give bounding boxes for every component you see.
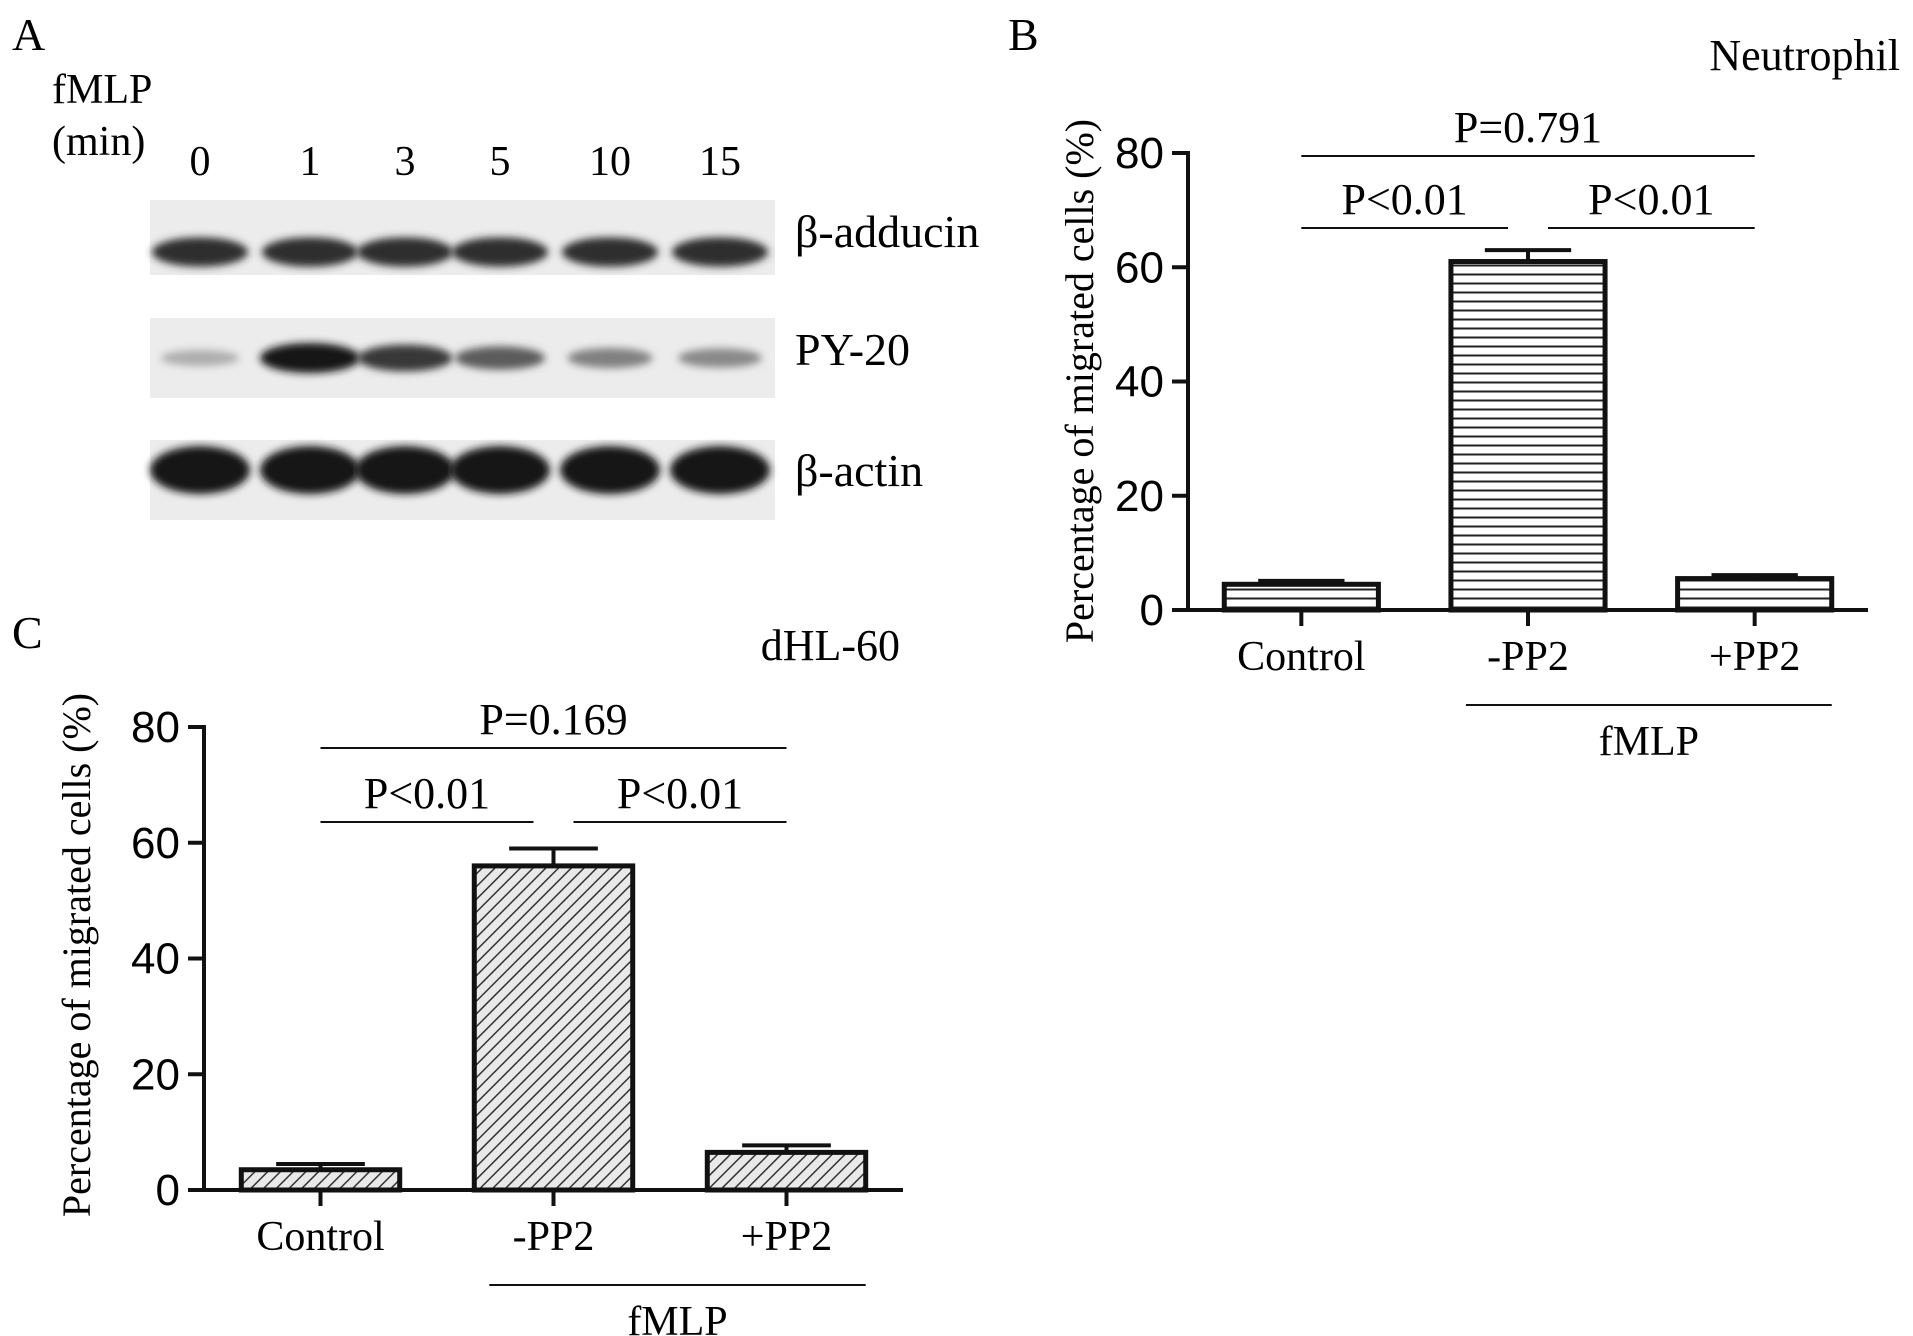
panel-b-neutrophil-chart: B Neutrophil Percentage of migrated cell… — [1008, 9, 1900, 765]
y-tick-label: 0 — [156, 1166, 180, 1215]
significance-label: P<0.01 — [1588, 175, 1714, 224]
bar — [238, 1167, 403, 1193]
time-unit-label: (min) — [52, 119, 145, 165]
chart-c-ylabel: Percentage of migrated cells (%) — [54, 693, 99, 1217]
category-label: +PP2 — [1709, 634, 1800, 680]
stimulus-label: fMLP — [52, 67, 152, 113]
blot-band — [261, 237, 359, 267]
blot-band — [451, 237, 549, 267]
significance-label: P=0.169 — [479, 695, 627, 744]
blot-band — [561, 237, 659, 267]
category-label: Control — [1237, 634, 1365, 680]
blot-band — [560, 446, 660, 494]
blot-strips: β-adducin PY-20 β-actin — [150, 200, 979, 520]
category-label: +PP2 — [741, 1214, 832, 1260]
blot-band — [357, 344, 453, 372]
panel-a-western-blot: A fMLP (min) 0 1 3 5 10 15 β-adducin PY-20 β-ac… — [12, 9, 979, 520]
blot-label: PY-20 — [795, 324, 910, 375]
bar — [1221, 581, 1381, 613]
blot-band — [151, 237, 249, 267]
blot-band — [160, 350, 240, 366]
y-tick-label: 60 — [1115, 243, 1164, 292]
significance-label: P<0.01 — [1342, 175, 1468, 224]
y-tick-label: 0 — [1140, 586, 1164, 635]
blot-band — [150, 446, 250, 494]
chart-c-plot: 0 20 40 60 80 Control -PP2 +PP2 fMLP P<0.01 P<0.01… — [131, 695, 903, 1336]
category-label: Control — [256, 1214, 384, 1260]
blot-band — [260, 343, 360, 373]
y-tick-label: 40 — [1115, 358, 1164, 407]
blot-band — [356, 237, 454, 267]
chart-c-title: dHL-60 — [761, 621, 900, 670]
lane-label: 5 — [490, 139, 511, 185]
blot-band — [355, 446, 455, 494]
chart-b-title: Neutrophil — [1709, 31, 1900, 80]
lane-label: 1 — [300, 139, 321, 185]
panel-c-letter: C — [12, 607, 43, 658]
blot-band — [671, 237, 769, 267]
category-label: -PP2 — [513, 1214, 595, 1260]
lane-label: 10 — [589, 139, 631, 185]
lane-label: 3 — [395, 139, 416, 185]
y-tick-label: 40 — [131, 935, 180, 984]
blot-band — [455, 346, 545, 370]
blot-band — [260, 446, 360, 494]
bar — [704, 1149, 869, 1193]
blot-strip — [150, 200, 775, 275]
significance-label: P<0.01 — [617, 769, 743, 818]
blot-band — [678, 348, 762, 368]
chart-b-ylabel: Percentage of migrated cells (%) — [1057, 119, 1102, 643]
panel-a-letter: A — [12, 9, 45, 60]
lane-label: 0 — [190, 139, 211, 185]
y-tick-label: 80 — [1115, 129, 1164, 178]
y-tick-label: 80 — [131, 703, 180, 752]
bar — [1675, 576, 1835, 613]
blot-label: β-adducin — [795, 206, 979, 257]
blot-label: β-actin — [795, 445, 923, 496]
y-tick-label: 20 — [1115, 472, 1164, 521]
panel-b-letter: B — [1008, 9, 1039, 60]
blot-band — [670, 446, 770, 494]
group-label: fMLP — [627, 1299, 727, 1336]
lane-labels: 0 1 3 5 10 15 — [190, 139, 742, 185]
group-label: fMLP — [1599, 719, 1699, 765]
y-tick-label: 60 — [131, 819, 180, 868]
y-tick-label: 20 — [131, 1050, 180, 1099]
blot-band — [450, 446, 550, 494]
bar — [471, 863, 636, 1193]
blot-band — [567, 347, 653, 369]
category-label: -PP2 — [1487, 634, 1569, 680]
bar — [1448, 259, 1608, 613]
significance-label: P<0.01 — [364, 769, 490, 818]
panel-c-dhl60-chart: C dHL-60 Percentage of migrated cells (%… — [12, 607, 903, 1336]
lane-label: 15 — [699, 139, 741, 185]
significance-label: P=0.791 — [1454, 103, 1602, 152]
